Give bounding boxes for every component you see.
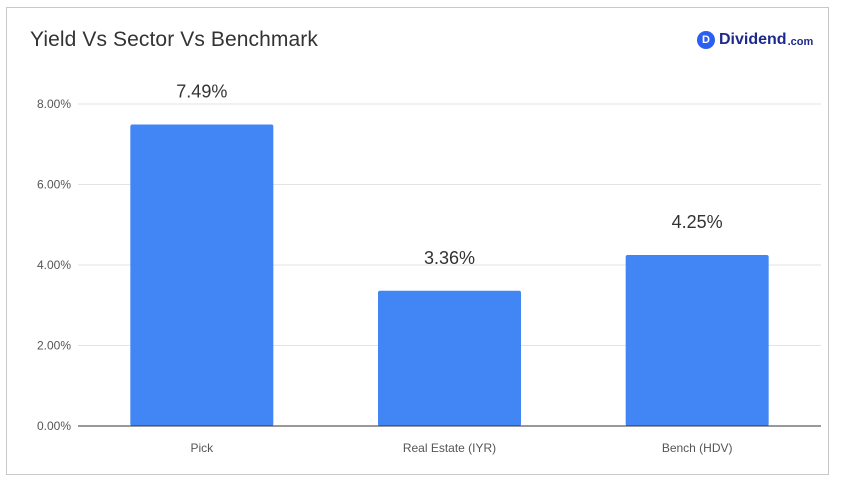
x-tick-label: Bench (HDV) <box>662 441 733 455</box>
data-label: 7.49% <box>176 82 227 102</box>
dividend-logo[interactable]: D Dividend .com <box>697 29 813 51</box>
x-tick-label: Real Estate (IYR) <box>403 441 496 455</box>
data-label: 4.25% <box>672 212 723 232</box>
y-tick-label: 6.00% <box>37 178 71 192</box>
dividend-logo-icon: D <box>697 31 715 49</box>
y-tick-label: 8.00% <box>37 97 71 111</box>
bar-0 <box>130 124 274 426</box>
logo-text: Dividend <box>719 31 787 48</box>
x-tick-label: Pick <box>190 441 214 455</box>
bar-2 <box>625 254 769 426</box>
y-tick-label: 4.00% <box>37 258 71 272</box>
chart-title: Yield Vs Sector Vs Benchmark <box>30 28 318 51</box>
bar-1 <box>378 290 521 426</box>
y-tick-label: 0.00% <box>37 419 71 433</box>
y-tick-label: 2.00% <box>37 339 71 353</box>
logo-suffix: .com <box>787 35 814 48</box>
data-label: 3.36% <box>424 248 475 268</box>
